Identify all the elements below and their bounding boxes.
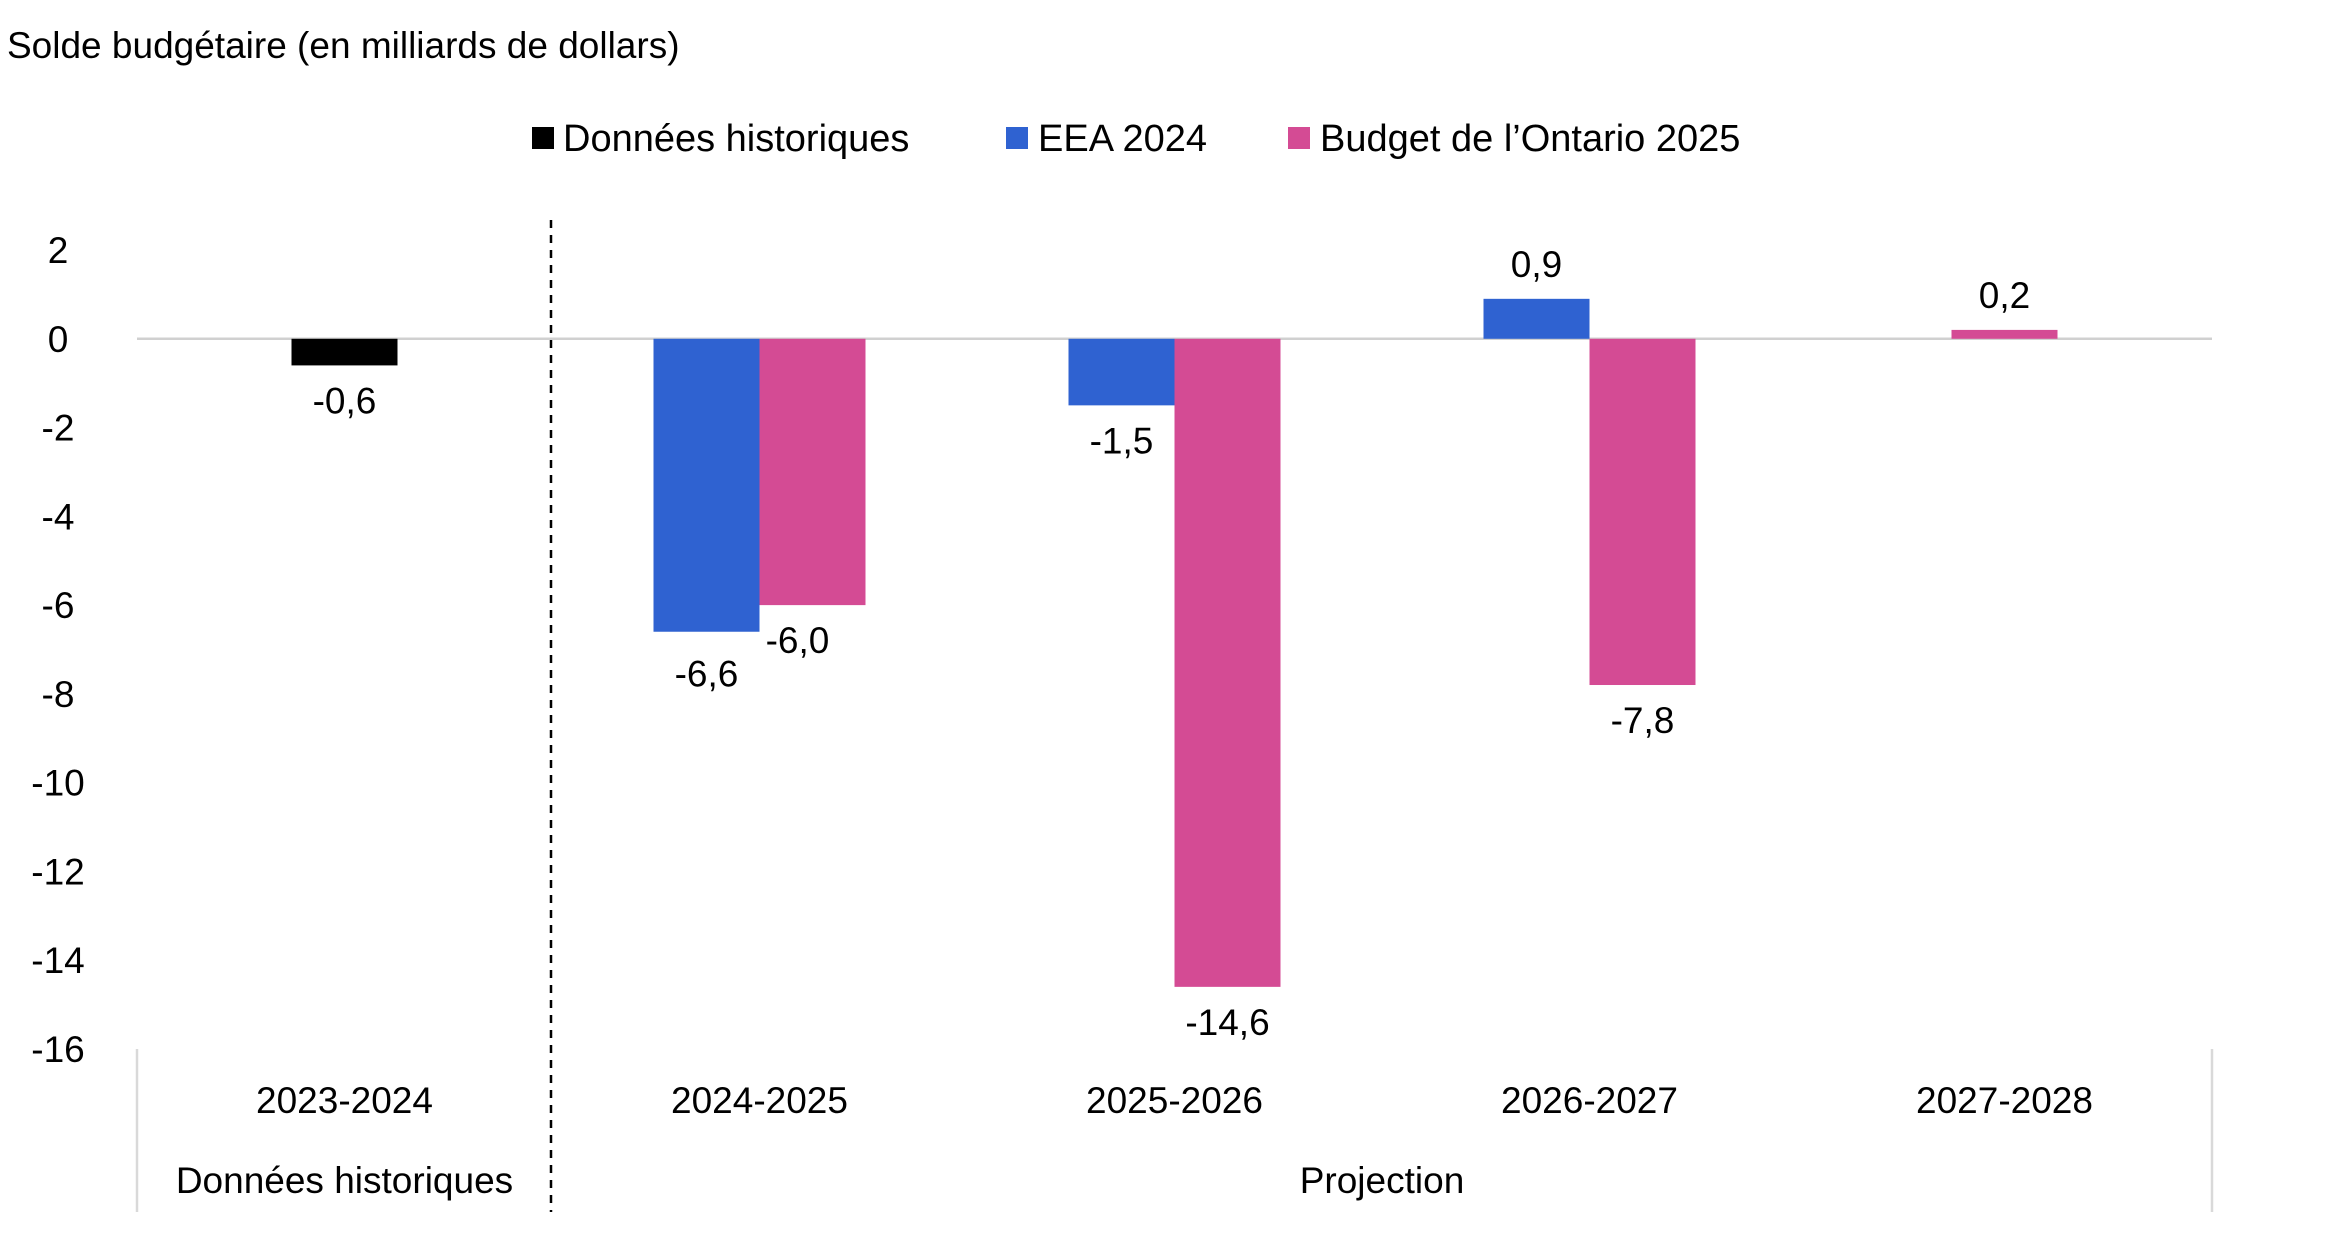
y-tick-label: -16 xyxy=(31,1029,84,1070)
y-tick-label: -6 xyxy=(42,585,75,626)
y-tick-label: -12 xyxy=(31,851,84,892)
legend-label-budget: Budget de l’Ontario 2025 xyxy=(1320,118,1740,160)
data-label: -7,8 xyxy=(1611,700,1675,741)
y-tick-label: -10 xyxy=(31,763,84,804)
legend-label-eea: EEA 2024 xyxy=(1038,118,1207,160)
data-label: -14,6 xyxy=(1185,1002,1269,1043)
x-axis: 2023-2024 2024-2025 2025-2026 2026-2027 2027… xyxy=(176,1080,2093,1201)
legend: Données historiques EEA 2024 Budget de l… xyxy=(532,118,1740,160)
bar xyxy=(1589,338,1696,686)
bar xyxy=(759,338,866,606)
bar xyxy=(653,338,760,632)
chart-title: Solde budgétaire (en milliards de dollar… xyxy=(7,25,680,66)
bar xyxy=(1951,329,2058,339)
x-tick-label: 2024-2025 xyxy=(671,1080,848,1121)
data-label: 0,9 xyxy=(1511,244,1562,285)
data-labels: -0,6 -6,6 -6,0 -1,5 -14,6 0,9 -7,8 0,2 xyxy=(313,244,2031,1043)
legend-label-historical: Données historiques xyxy=(563,118,909,160)
x-group-label: Projection xyxy=(1300,1160,1465,1201)
y-axis: 2 0 -2 -4 -6 -8 -10 -12 -14 -16 xyxy=(31,230,84,1070)
legend-swatch-eea xyxy=(1006,127,1028,149)
bar xyxy=(1068,338,1175,406)
data-label: -1,5 xyxy=(1090,420,1154,461)
data-label: -6,6 xyxy=(675,654,739,695)
y-tick-label: -4 xyxy=(42,496,75,537)
y-tick-label: -2 xyxy=(42,408,75,449)
y-tick-label: 0 xyxy=(48,319,69,360)
bar xyxy=(1483,298,1590,339)
bars xyxy=(291,298,2058,987)
x-tick-label: 2026-2027 xyxy=(1501,1080,1678,1121)
y-tick-label: -8 xyxy=(42,674,75,715)
data-label: 0,2 xyxy=(1979,275,2030,316)
x-group-label: Données historiques xyxy=(176,1160,513,1201)
bar xyxy=(291,338,398,366)
legend-swatch-historical xyxy=(532,127,554,149)
data-label: -0,6 xyxy=(313,380,377,421)
y-tick-label: 2 xyxy=(48,230,69,271)
bar xyxy=(1174,338,1281,987)
legend-swatch-budget xyxy=(1288,127,1310,149)
x-tick-label: 2027-2028 xyxy=(1916,1080,2093,1121)
x-tick-label: 2025-2026 xyxy=(1086,1080,1263,1121)
data-label: -6,0 xyxy=(766,620,830,661)
y-tick-label: -14 xyxy=(31,940,84,981)
x-tick-label: 2023-2024 xyxy=(256,1080,433,1121)
